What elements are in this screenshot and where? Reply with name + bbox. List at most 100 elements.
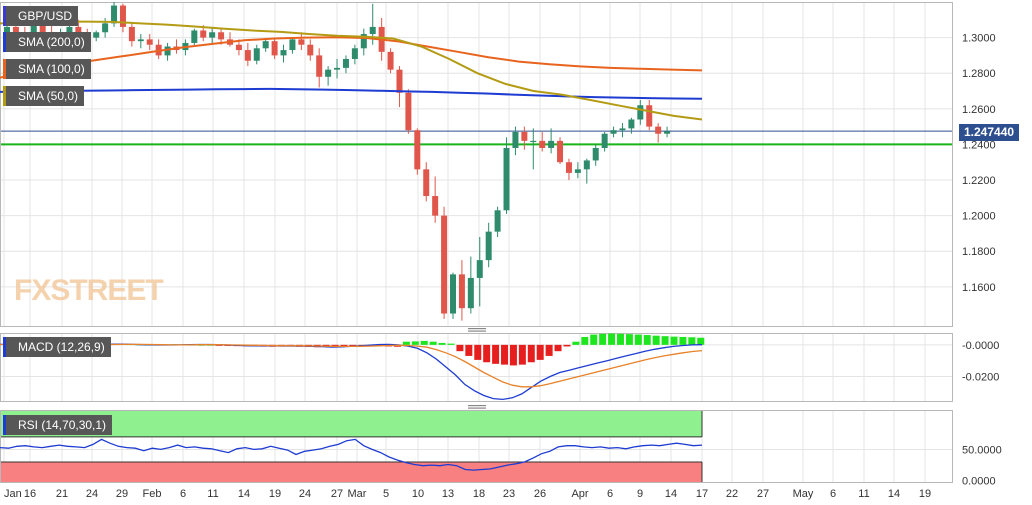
rsi-line	[0, 438, 703, 471]
macd-histogram-bar	[572, 341, 580, 345]
candle-body	[334, 67, 341, 70]
macd-histogram-bar	[608, 333, 616, 345]
candle-body	[128, 26, 135, 42]
macd-histogram-bar	[429, 341, 437, 345]
candle-body	[119, 5, 126, 27]
x-tick-label: 19	[919, 488, 931, 500]
macd-histogram-bar	[697, 337, 705, 345]
panel-resize-handle	[468, 330, 486, 332]
candle-body	[12, 26, 19, 35]
macd-histogram-bar	[527, 344, 535, 363]
x-tick-label: Apr	[571, 488, 588, 500]
candle-body	[646, 105, 653, 127]
x-tick-label: 11	[207, 488, 218, 500]
macd-histogram-bar	[483, 344, 491, 363]
macd-histogram-bar	[545, 344, 553, 356]
rsi-panel	[0, 410, 953, 483]
macd-histogram-bar	[643, 335, 651, 345]
sma-line-0	[0, 87, 703, 100]
macd-histogram-bar	[509, 344, 517, 366]
x-tick-label: 29	[116, 488, 128, 500]
candle-body	[102, 23, 109, 33]
macd-signal-line	[0, 343, 703, 388]
panel-resize-handle	[468, 407, 486, 409]
x-tick-label: Mar	[348, 488, 367, 500]
candle-body	[601, 133, 608, 148]
macd-histogram-bar	[501, 344, 509, 365]
macd-y-tick: -0.0000	[962, 340, 999, 352]
candle-body	[485, 231, 492, 261]
y-tick-label: 1.2400	[962, 139, 996, 151]
x-tick-label: 14	[888, 488, 900, 500]
candle-body	[405, 92, 412, 131]
candle-body	[253, 48, 260, 61]
x-tick-label: 27	[331, 488, 343, 500]
candle-body	[244, 50, 251, 61]
candle-body	[209, 32, 216, 38]
macd-panel	[0, 333, 953, 402]
rsi-label: RSI (14,70,30,1)	[3, 415, 113, 435]
y-tick-label: 1.2000	[962, 211, 996, 223]
candle-body	[342, 58, 349, 68]
price-panel	[0, 2, 953, 327]
candle-body	[191, 30, 198, 43]
y-tick-label: 1.1600	[962, 282, 996, 294]
candle-body	[111, 5, 118, 24]
candle-body	[619, 128, 626, 131]
x-tick-label: 16	[24, 488, 36, 500]
candle-body	[325, 69, 332, 77]
candle-body	[655, 126, 662, 134]
candle-body	[548, 140, 555, 148]
candle-body	[432, 196, 439, 216]
sma200-label: SMA (200,0)	[3, 32, 91, 52]
x-tick-label: 6	[180, 488, 186, 500]
candle-body	[307, 44, 314, 56]
x-tick-label: 27	[757, 488, 769, 500]
macd-histogram-bar	[563, 344, 571, 347]
macd-histogram-bar	[536, 344, 544, 360]
y-tick-label: 1.3000	[962, 33, 996, 45]
candle-body	[476, 260, 483, 278]
panel-resize-handle	[468, 328, 486, 330]
x-tick-label: 24	[86, 488, 98, 500]
x-tick-label: 11	[858, 488, 869, 500]
candle-body	[512, 131, 519, 148]
macd-histogram-bar	[679, 336, 687, 345]
candle-body	[271, 41, 278, 56]
candle-body	[503, 147, 510, 211]
candle-body	[583, 160, 590, 170]
candle-body	[396, 69, 403, 93]
x-tick-label: 14	[238, 488, 250, 500]
candle-body	[574, 169, 581, 173]
x-tick-label: 22	[726, 488, 738, 500]
macd-histogram-bar	[518, 344, 526, 365]
candle-body	[628, 119, 635, 129]
candle-body	[235, 44, 242, 51]
macd-histogram-bar	[447, 343, 455, 345]
candle-body	[351, 48, 358, 59]
x-tick-label: 10	[412, 488, 424, 500]
candle-body	[316, 55, 323, 77]
macd-histogram-bar	[456, 344, 464, 352]
candle-body	[200, 30, 207, 38]
candle-body	[458, 274, 465, 309]
candle-body	[423, 169, 430, 197]
y-tick-label: 1.2800	[962, 68, 996, 80]
x-tick-label: May	[793, 488, 814, 500]
macd-histogram-bar	[420, 340, 428, 345]
rsi-overbought-zone	[1, 411, 702, 437]
x-tick-label: Jan	[4, 488, 22, 500]
macd-histogram-bar	[438, 342, 446, 345]
candle-body	[93, 32, 100, 38]
sma100-label: SMA (100,0)	[3, 59, 91, 79]
candle-body	[218, 32, 225, 40]
x-tick-label: 6	[607, 488, 613, 500]
candle-body	[494, 210, 501, 232]
macd-histogram-bar	[411, 341, 419, 345]
x-tick-label: 6	[830, 488, 836, 500]
last-price-badge: 1.247440	[959, 124, 1020, 141]
sma50-label: SMA (50,0)	[3, 86, 85, 106]
watermark: FXSTREET	[14, 274, 163, 307]
y-tick-label: 1.2600	[962, 104, 996, 116]
